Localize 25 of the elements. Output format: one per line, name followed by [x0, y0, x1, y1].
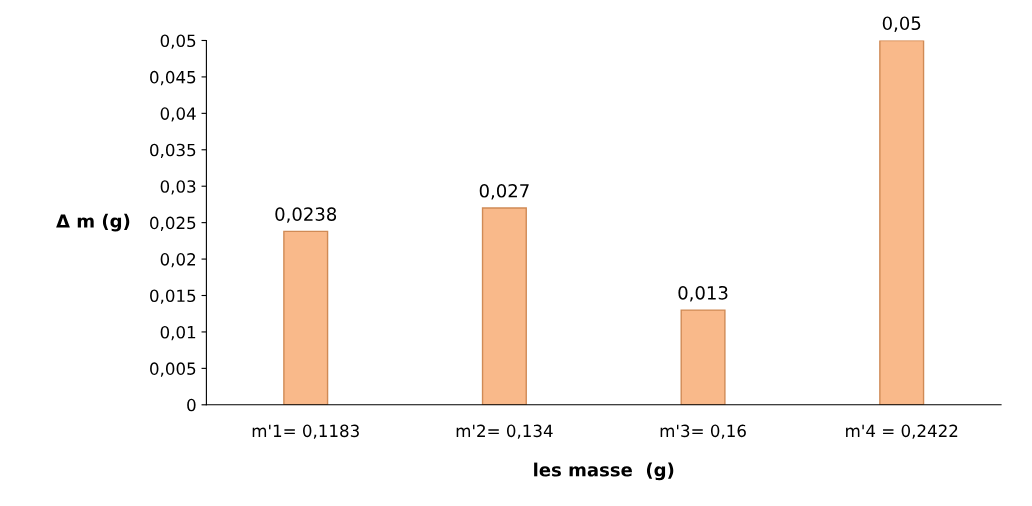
x-tick-label: m'3= 0,16	[660, 424, 746, 439]
data-label: 0,027	[479, 183, 529, 200]
bar	[481, 207, 527, 405]
y-tick-label: 0,035	[150, 143, 196, 159]
y-tick-label: 0,04	[160, 107, 196, 122]
y-tick-label: 0,01	[160, 325, 196, 341]
x-axis-title: les masse (g)	[534, 462, 674, 481]
y-tick-label: 0,03	[160, 180, 196, 195]
y-axis-title: Δ m (g)	[56, 213, 130, 232]
y-tick-label: 0,05	[160, 34, 196, 49]
data-label: 0,05	[882, 16, 921, 32]
x-tick-label: m'1= 0,1183	[252, 424, 359, 439]
y-tick-label: 0,02	[160, 253, 196, 268]
bar	[283, 230, 329, 405]
y-tick-label: 0,005	[150, 362, 196, 377]
y-tick-label: 0,045	[150, 70, 196, 86]
bar	[879, 40, 925, 405]
x-tick-label: m'2= 0,134	[456, 424, 553, 439]
x-tick-label: m'4 = 0,2422	[846, 424, 958, 439]
data-label: 0,013	[678, 285, 728, 302]
bar	[680, 309, 726, 405]
y-tick-label: 0	[187, 398, 196, 412]
y-tick-label: 0,025	[150, 216, 196, 231]
y-tick-label: 0,015	[150, 289, 196, 304]
data-label: 0,0238	[275, 207, 337, 223]
